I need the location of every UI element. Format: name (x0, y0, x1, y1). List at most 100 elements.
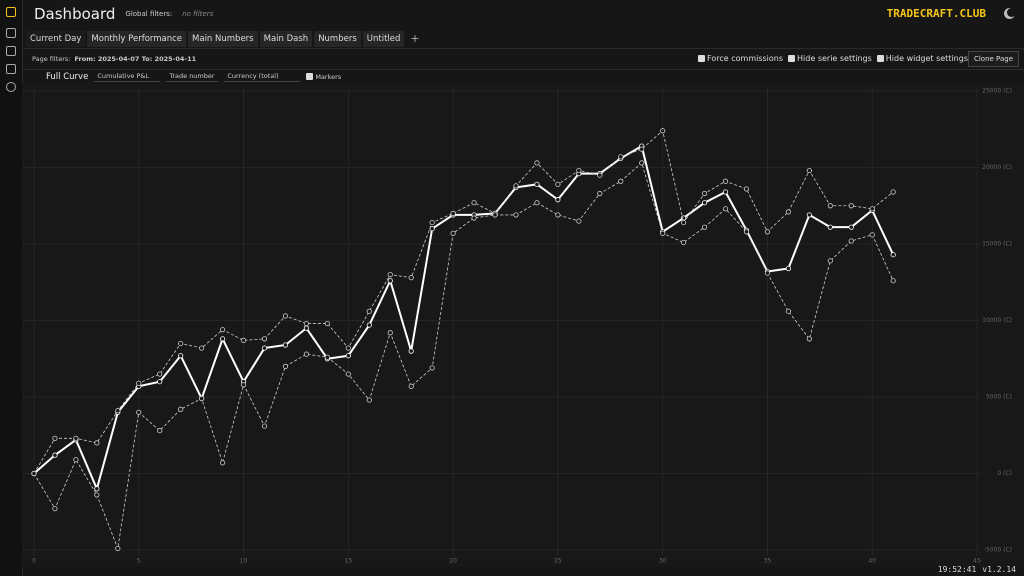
markers-toggle[interactable]: Markers (306, 72, 341, 81)
tab[interactable]: Numbers (314, 31, 361, 47)
series-line (33, 144, 895, 492)
marker (282, 342, 289, 348)
tab[interactable]: Current Day (26, 31, 86, 47)
global-filters-value: no filters (182, 10, 214, 18)
marker (597, 190, 603, 197)
marker (827, 203, 833, 209)
y-tick-label: -5000 (C) (984, 547, 1012, 554)
marker (345, 345, 351, 351)
marker (157, 371, 163, 377)
marker (701, 190, 708, 197)
marker (345, 353, 351, 359)
marker (806, 212, 812, 218)
marker (848, 203, 854, 209)
marker (52, 506, 58, 512)
marker (282, 313, 289, 319)
nav-icon[interactable] (6, 46, 16, 56)
marker (157, 379, 163, 385)
marker (199, 345, 205, 351)
marker (785, 209, 792, 215)
marker (513, 212, 519, 218)
marker (429, 226, 435, 232)
marker (555, 181, 561, 187)
marker (261, 336, 268, 342)
option[interactable]: Force commissions (698, 54, 783, 63)
marker (387, 271, 393, 278)
marker (471, 215, 477, 221)
select[interactable]: Cumulative P&L (94, 71, 161, 82)
checkbox[interactable] (876, 55, 884, 62)
series-line (33, 130, 894, 474)
clone-button[interactable]: Clone Page (967, 51, 1019, 67)
marker (660, 128, 666, 134)
x-tick-label: 0 (32, 558, 36, 565)
marker (136, 380, 142, 386)
marker (115, 408, 121, 414)
checkbox[interactable] (788, 55, 796, 62)
marker (701, 200, 708, 206)
nav-icon[interactable] (6, 28, 16, 38)
page-filters-label: Page filters: (32, 55, 71, 63)
marker (199, 395, 205, 402)
marker (366, 308, 372, 314)
tab[interactable]: Main Numbers (188, 31, 258, 47)
marker (576, 218, 582, 224)
marker (240, 382, 247, 388)
tab[interactable]: Untitled (362, 31, 405, 47)
brand[interactable]: TRADECRAFT.CLUB (886, 7, 986, 20)
checkbox[interactable] (306, 72, 314, 80)
nav-icon[interactable] (6, 64, 16, 74)
marker (73, 457, 79, 463)
nav-icon[interactable] (6, 82, 16, 92)
marker (848, 238, 854, 244)
marker (576, 167, 582, 174)
marker (639, 160, 645, 166)
marker (806, 336, 812, 342)
add-tab[interactable]: + (410, 32, 420, 45)
option-label: Hide serie settings (797, 54, 872, 63)
marker (178, 406, 184, 412)
x-tick-label: 30 (659, 558, 667, 565)
marker (471, 200, 477, 206)
tab[interactable]: Main Dash (259, 31, 313, 47)
tab[interactable]: Monthly Performance (87, 31, 187, 47)
global-filters-label[interactable]: Global filters: (125, 10, 173, 18)
marker (450, 210, 456, 216)
marker (534, 160, 540, 166)
checkbox[interactable] (698, 55, 706, 62)
marker (282, 363, 289, 369)
logo (6, 7, 16, 17)
y-tick-label: 10000 (C) (982, 317, 1012, 324)
version: v1.2.14 (982, 565, 1016, 574)
marker (408, 383, 414, 389)
marker (722, 189, 729, 195)
y-tick-label: 15000 (C) (982, 241, 1012, 248)
marker (701, 224, 708, 230)
marker (52, 435, 58, 441)
marker (52, 452, 58, 458)
marker (785, 308, 792, 314)
marker (387, 330, 393, 336)
marker (618, 178, 624, 184)
marker (597, 172, 603, 178)
x-tick-label: 25 (554, 558, 562, 565)
marker (764, 270, 771, 276)
page-filters[interactable]: Page filters: From: 2025-04-07 To: 2025-… (32, 55, 196, 63)
marker (94, 486, 100, 492)
marker (492, 212, 498, 218)
option[interactable]: Hide serie settings (788, 54, 872, 63)
marker (73, 435, 79, 441)
marker (555, 212, 561, 218)
header: Dashboard Global filters: no filters (34, 5, 213, 23)
select[interactable]: Currency (total) (224, 71, 301, 82)
select[interactable]: Trade number (166, 71, 219, 82)
option[interactable]: Hide widget settings (876, 54, 968, 63)
x-tick-label: 20 (449, 558, 457, 565)
y-tick-label: 5000 (C) (986, 394, 1012, 401)
plot-area (22, 84, 1024, 566)
marker (681, 215, 687, 221)
marker (31, 470, 37, 477)
option-label: Force commissions (707, 54, 784, 63)
